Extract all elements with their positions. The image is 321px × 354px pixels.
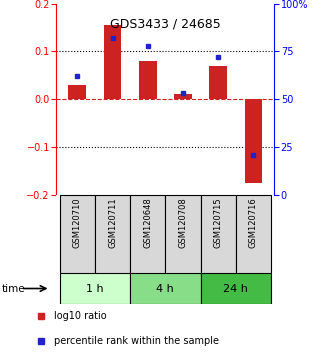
Text: GSM120708: GSM120708 bbox=[178, 197, 187, 248]
Bar bbox=[165, 195, 201, 273]
Bar bbox=[201, 195, 236, 273]
Text: 24 h: 24 h bbox=[223, 284, 248, 293]
Bar bbox=[209, 66, 227, 99]
Text: GSM120710: GSM120710 bbox=[73, 197, 82, 248]
Bar bbox=[130, 195, 165, 273]
Text: GSM120716: GSM120716 bbox=[249, 197, 258, 248]
Bar bbox=[130, 273, 201, 304]
Text: 4 h: 4 h bbox=[156, 284, 174, 293]
Text: 1 h: 1 h bbox=[86, 284, 104, 293]
Bar bbox=[174, 95, 192, 99]
Text: percentile rank within the sample: percentile rank within the sample bbox=[54, 336, 219, 346]
Bar bbox=[68, 85, 86, 99]
Text: time: time bbox=[2, 284, 25, 293]
Text: GSM120648: GSM120648 bbox=[143, 197, 152, 248]
Text: GSM120711: GSM120711 bbox=[108, 197, 117, 248]
Bar bbox=[60, 195, 95, 273]
Text: log10 ratio: log10 ratio bbox=[54, 311, 107, 321]
Bar bbox=[95, 195, 130, 273]
Bar bbox=[104, 25, 121, 99]
Bar bbox=[236, 195, 271, 273]
Bar bbox=[60, 273, 130, 304]
Bar bbox=[245, 99, 262, 183]
Text: GDS3433 / 24685: GDS3433 / 24685 bbox=[110, 17, 221, 30]
Bar bbox=[139, 61, 157, 99]
Text: GSM120715: GSM120715 bbox=[213, 197, 223, 248]
Bar bbox=[201, 273, 271, 304]
